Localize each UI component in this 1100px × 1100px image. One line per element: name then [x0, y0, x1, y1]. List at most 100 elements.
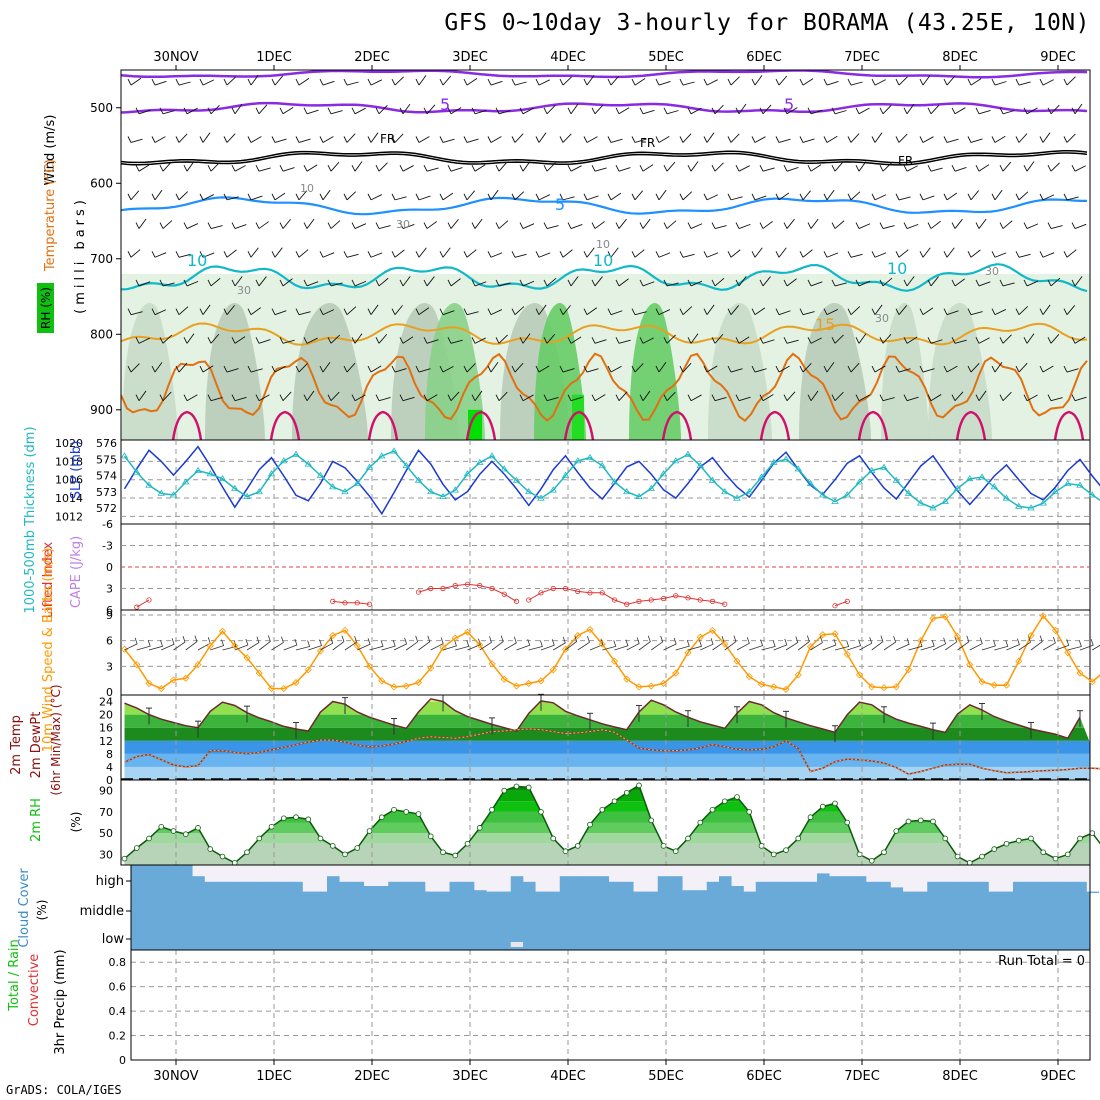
rh-band — [124, 833, 1090, 844]
wind-barb — [919, 193, 935, 201]
cloud-high-bar — [351, 881, 365, 893]
y-tick-label: 900 — [90, 403, 113, 417]
thickness-point — [402, 461, 410, 469]
wind-barb — [418, 635, 431, 651]
precip-panel: 0 0.2 0.4 0.6 0.8 Run Total = 0 — [109, 949, 1091, 1067]
wind-barb — [1063, 305, 1076, 315]
top-x-tick-label: 6DEC — [746, 50, 782, 65]
wind-barb — [159, 161, 172, 172]
wind-speed-point — [267, 685, 276, 693]
wind-barb — [602, 640, 617, 651]
cloud-high-bar — [314, 891, 328, 893]
cloud-high-bar — [841, 876, 855, 893]
cloud-high-bar — [216, 881, 230, 893]
thickness-point — [684, 450, 692, 457]
cloud-high-bar — [327, 876, 340, 893]
wind-barb — [1023, 107, 1038, 115]
thickness-point — [953, 484, 962, 491]
wind-barb — [967, 363, 980, 373]
rh-point — [513, 783, 520, 790]
y-tick-label: 1014 — [55, 492, 83, 505]
wind-barb — [199, 78, 214, 86]
contour-line — [121, 263, 1088, 293]
wind-barb — [535, 251, 551, 258]
wind-speed-point — [819, 631, 827, 639]
rh-point — [415, 811, 422, 817]
wind-barb — [759, 221, 773, 229]
thickness-point — [145, 481, 153, 488]
rh-point — [758, 843, 765, 849]
wind-speed-point — [512, 682, 521, 690]
wind-barb — [591, 104, 604, 115]
wind-barb — [807, 218, 819, 229]
cloud-low-gap — [510, 942, 523, 947]
wind-barb — [511, 78, 527, 86]
wind-barb — [871, 132, 883, 143]
wind-barb — [183, 394, 198, 402]
wind-barb — [687, 333, 699, 344]
thickness-point — [610, 478, 619, 485]
wind-barb — [994, 640, 1009, 651]
rh-blob — [292, 302, 368, 440]
wind-barb — [615, 391, 628, 402]
y-axis-label-thickness: 1000-500mb Thickness (dm) — [23, 426, 38, 613]
contour-label: 10 — [887, 259, 907, 278]
wind-barb — [663, 107, 679, 115]
wind-barb — [223, 133, 236, 143]
wind-barb — [391, 365, 407, 373]
wind-speed-point — [635, 683, 643, 691]
wind-barb — [151, 362, 163, 373]
cloud-high-bar — [192, 876, 205, 893]
contour-line — [121, 70, 1088, 79]
cross-section-fill — [121, 70, 1090, 440]
rh-point — [452, 852, 459, 859]
rh-point — [599, 806, 606, 813]
wind-barb — [607, 308, 623, 316]
thickness-point — [255, 487, 263, 495]
rh-point — [305, 816, 312, 823]
thickness-point — [427, 487, 435, 495]
contour-label: 30 — [396, 218, 410, 231]
thickness-point — [500, 465, 508, 472]
rh-point — [207, 846, 214, 852]
wind-barb — [607, 136, 623, 143]
wind-barb — [127, 363, 140, 373]
cloud-high-bar — [902, 891, 916, 893]
cloud-high-bar — [964, 881, 977, 893]
wind-barb — [591, 394, 606, 402]
cloud-high-bar — [878, 881, 891, 893]
cloud-high-bar — [437, 891, 450, 893]
series-line-lifted-index — [332, 600, 370, 605]
wind-barb — [823, 78, 839, 86]
wind-barb — [351, 222, 367, 229]
temperature-band — [124, 714, 1090, 728]
wind-barb — [679, 251, 695, 258]
cloud-high-bar — [1037, 881, 1051, 893]
wind-barb — [631, 308, 647, 316]
wind-barb — [583, 136, 598, 143]
wind-barb — [703, 132, 715, 143]
wind-barb — [1071, 394, 1087, 402]
wind-barb — [920, 639, 935, 651]
wind-barb — [975, 337, 990, 344]
wind-barb — [607, 192, 622, 201]
wind-barb — [607, 365, 622, 373]
wind-barb — [375, 162, 388, 172]
y-tick-label: 575 — [96, 453, 117, 466]
wind-barb — [775, 75, 788, 86]
wind-barb — [136, 639, 151, 651]
wind-barb — [351, 161, 363, 172]
contour-label: FR — [380, 132, 395, 146]
wind-speed-point — [194, 661, 202, 669]
wind-barb — [859, 637, 873, 651]
contour-label: FR — [898, 154, 913, 168]
wind-barb — [999, 391, 1012, 402]
wind-barb — [344, 635, 358, 651]
rh-bands — [124, 785, 1090, 865]
wind-barb — [927, 164, 943, 172]
wind-barb — [761, 640, 776, 651]
wind-barb — [247, 193, 263, 201]
lifted-index-point — [501, 591, 507, 597]
thickness-point — [819, 491, 827, 498]
wind-barb — [535, 193, 550, 201]
